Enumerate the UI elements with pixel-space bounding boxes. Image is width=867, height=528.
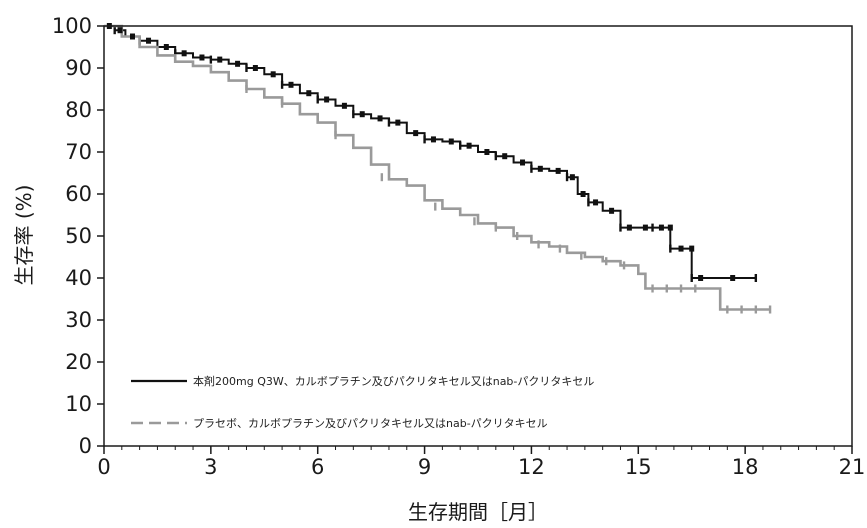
axes: 0 3 6 9 12 15 18 21 0 10 20 30 40 50 60 70 80 90 100 <box>52 14 865 479</box>
x-tick-label: 9 <box>418 455 431 479</box>
censor-mark-series-1 <box>689 245 695 252</box>
legend-label-series-2: プラセボ、カルボプラチン及びパクリタキセル又はnab-パクリタキセル <box>193 417 548 430</box>
censor-mark-series-1 <box>678 245 684 252</box>
censor-mark-series-1 <box>484 149 490 155</box>
plot-area <box>104 23 772 314</box>
x-tick-label: 0 <box>97 455 110 479</box>
censor-mark-series-1 <box>217 56 223 63</box>
y-tick-label: 20 <box>65 350 92 374</box>
y-tick-label: 0 <box>79 434 92 458</box>
censor-mark-series-1 <box>537 165 543 172</box>
x-tick-label: 6 <box>311 455 324 479</box>
censor-mark-series-1 <box>466 142 472 149</box>
censor-mark-series-1 <box>555 167 561 174</box>
x-tick-label: 15 <box>625 455 652 479</box>
censor-mark-series-1 <box>667 224 673 231</box>
censor-mark-series-1 <box>430 136 436 143</box>
y-tick-label: 50 <box>65 224 92 248</box>
y-tick-label: 80 <box>65 98 92 122</box>
censor-mark-series-1 <box>359 111 365 118</box>
y-tick-label: 90 <box>65 56 92 80</box>
censor-mark-series-1 <box>199 54 205 61</box>
y-tick-label: 100 <box>52 14 92 38</box>
censor-mark-series-1 <box>235 60 241 67</box>
censor-mark-series-1 <box>448 138 454 145</box>
censor-mark-series-1 <box>395 119 401 126</box>
censor-mark-series-1 <box>698 275 704 281</box>
censor-mark-series-1 <box>117 27 123 34</box>
censor-mark-series-1 <box>569 174 575 181</box>
y-tick-label: 30 <box>65 308 92 332</box>
censor-mark-series-1 <box>377 115 383 122</box>
censor-mark-series-1 <box>181 50 187 57</box>
legend: 本剤200mg Q3W、カルボプラチン及びパクリタキセル又はnab-パクリタキセ… <box>131 374 594 430</box>
y-tick-label: 40 <box>65 266 92 290</box>
censor-mark-series-1 <box>642 224 648 231</box>
censor-mark-series-1 <box>502 153 508 160</box>
censor-mark-series-1 <box>730 275 736 281</box>
legend-label-series-1: 本剤200mg Q3W、カルボプラチン及びパクリタキセル又はnab-パクリタキセ… <box>193 374 594 388</box>
censor-mark-series-1 <box>146 37 152 44</box>
censor-mark-series-1 <box>163 44 169 50</box>
censor-mark-series-1 <box>520 159 526 166</box>
survival-curve-series-2 <box>104 24 771 311</box>
x-tick-label: 18 <box>732 455 759 479</box>
censor-mark-series-1 <box>658 224 664 231</box>
x-tick-label: 3 <box>204 455 217 479</box>
censor-mark-series-1 <box>252 65 258 71</box>
censor-mark-series-1 <box>306 90 312 97</box>
censor-mark-series-1 <box>270 71 276 78</box>
censor-mark-series-1 <box>593 199 599 206</box>
y-tick-label: 10 <box>65 392 92 416</box>
survival-curve-series-1 <box>104 25 756 279</box>
censor-mark-series-1 <box>129 33 135 40</box>
censor-mark-series-1 <box>626 224 632 231</box>
censor-mark-series-1 <box>580 191 586 197</box>
censor-mark-series-1 <box>341 102 347 109</box>
censor-mark-series-1 <box>609 207 615 214</box>
censor-mark-series-1 <box>413 130 419 137</box>
y-tick-label: 70 <box>65 140 92 164</box>
censor-mark-series-1 <box>288 81 294 88</box>
x-tick-label: 12 <box>518 455 545 479</box>
x-axis-title: 生存期間［月］ <box>408 500 548 524</box>
y-axis-title: 生存率 (%) <box>12 185 36 286</box>
x-tick-label: 21 <box>839 455 866 479</box>
y-tick-label: 60 <box>65 182 92 206</box>
censor-mark-series-1 <box>324 96 330 103</box>
